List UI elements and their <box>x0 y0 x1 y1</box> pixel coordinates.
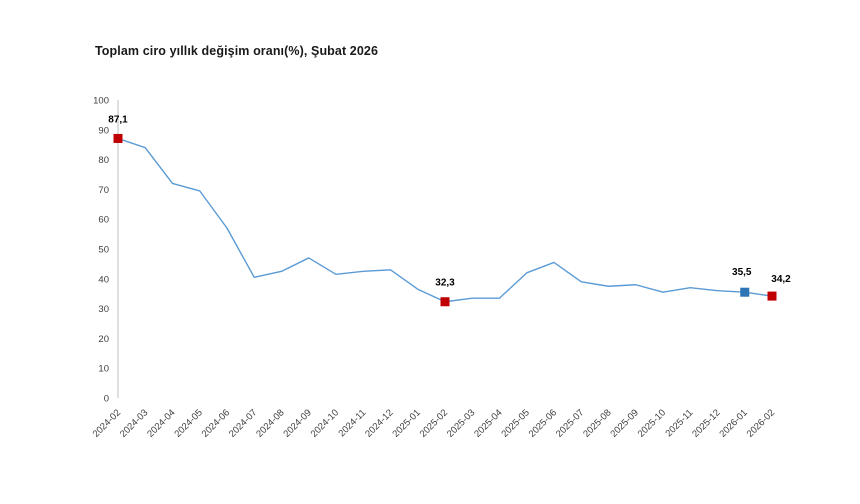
x-tick-label: 2024-05 <box>172 407 204 439</box>
data-point-label: 32,3 <box>435 278 455 289</box>
x-tick-label: 2026-02 <box>745 407 777 439</box>
x-tick-label: 2024-02 <box>91 407 123 439</box>
chart-title: Toplam ciro yıllık değişim oranı(%), Şub… <box>95 44 379 58</box>
x-tick-label: 2025-07 <box>554 407 586 439</box>
x-tick-label: 2025-11 <box>663 407 695 439</box>
data-point-label: 35,5 <box>732 267 752 278</box>
y-tick-label: 50 <box>98 245 109 256</box>
data-point-label: 34,2 <box>771 274 791 285</box>
x-tick-label: 2025-03 <box>445 407 477 439</box>
y-tick-label: 0 <box>104 394 109 405</box>
y-tick-label: 100 <box>93 96 109 107</box>
x-tick-label: 2025-10 <box>636 407 668 439</box>
x-tick-label: 2025-06 <box>527 407 559 439</box>
y-tick-label: 30 <box>98 304 109 315</box>
y-tick-label: 70 <box>98 185 109 196</box>
y-tick-label: 90 <box>98 125 109 136</box>
x-tick-label: 2025-02 <box>418 407 450 439</box>
data-point-marker <box>740 287 750 297</box>
y-tick-label: 10 <box>98 364 109 375</box>
y-tick-label: 60 <box>98 215 109 226</box>
x-tick-label: 2024-11 <box>336 407 368 439</box>
data-point-marker <box>440 297 450 307</box>
x-tick-label: 2024-06 <box>200 407 232 439</box>
x-tick-label: 2024-08 <box>254 407 286 439</box>
x-tick-label: 2024-03 <box>118 407 150 439</box>
x-tick-label: 2024-04 <box>145 407 177 439</box>
x-tick-label: 2025-04 <box>472 407 504 439</box>
data-point-marker <box>113 133 123 143</box>
data-point-label: 87,1 <box>108 114 128 125</box>
y-tick-label: 20 <box>98 334 109 345</box>
x-tick-label: 2024-07 <box>227 407 259 439</box>
x-tick-label: 2024-10 <box>309 407 341 439</box>
x-tick-label: 2024-09 <box>281 407 313 439</box>
x-tick-label: 2025-09 <box>608 407 640 439</box>
x-tick-label: 2025-01 <box>390 407 422 439</box>
x-tick-label: 2025-05 <box>499 407 531 439</box>
y-tick-label: 80 <box>98 155 109 166</box>
x-tick-label: 2025-08 <box>581 407 613 439</box>
y-tick-label: 40 <box>98 274 109 285</box>
x-tick-label: 2024-12 <box>363 407 395 439</box>
x-tick-label: 2025-12 <box>690 407 722 439</box>
x-tick-label: 2026-01 <box>717 407 749 439</box>
data-point-marker <box>767 291 777 301</box>
